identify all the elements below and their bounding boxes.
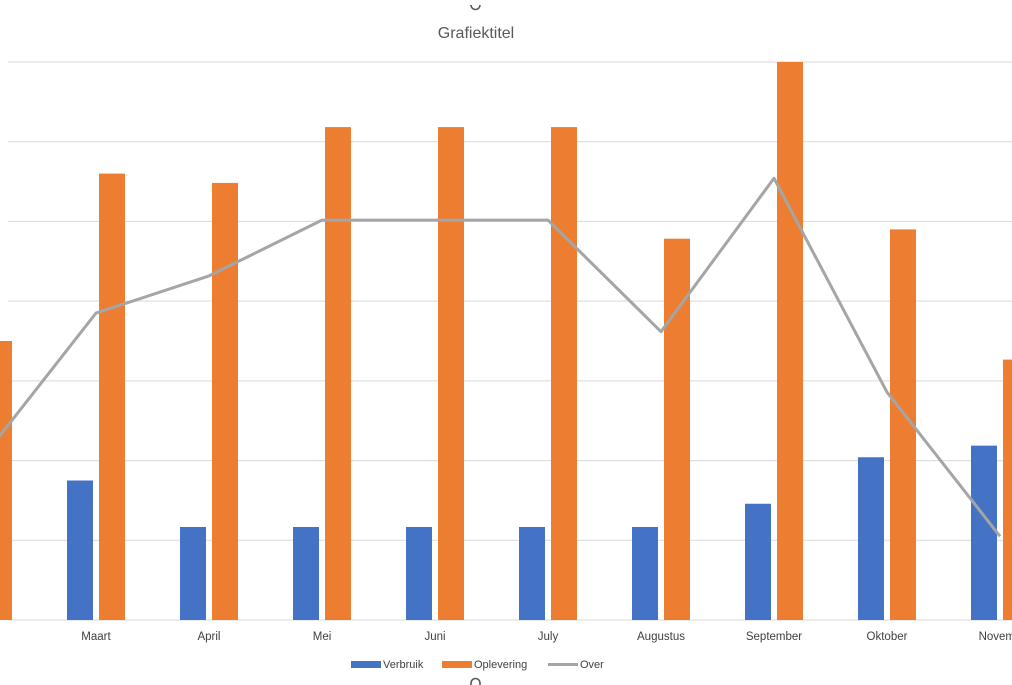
bar-oplevering-mei[interactable]	[325, 127, 351, 620]
bar-verbruik-juni[interactable]	[406, 527, 432, 620]
x-tick-label: Mei	[313, 631, 332, 643]
bar-oplevering-april[interactable]	[212, 182, 238, 620]
bar-oplevering-augustus[interactable]	[664, 238, 690, 620]
x-tick-label: April	[197, 631, 220, 643]
bar-oplevering-september[interactable]	[777, 62, 803, 620]
bar-verbruik-maart[interactable]	[67, 480, 93, 621]
bar-oplevering-maart[interactable]	[99, 173, 125, 620]
legend-label-oplevering: Oplevering	[474, 659, 527, 671]
chart-title: Grafiektitel	[438, 25, 514, 42]
legend-selection-handle[interactable]	[470, 677, 481, 685]
bar-oplevering-juni[interactable]	[438, 127, 464, 620]
line-over[interactable]	[0, 176, 1002, 538]
legend: Verbruik Oplevering Over	[351, 659, 604, 671]
legend-label-over: Over	[580, 659, 604, 671]
x-axis-tick-labels: Maart April Mei Juni July Augustus September Ok…	[81, 631, 1012, 643]
bar-oplevering-july[interactable]	[551, 127, 577, 620]
bar-verbruik-september[interactable]	[745, 503, 771, 620]
x-tick-label: Oktober	[867, 631, 908, 643]
x-tick-label: Novemb	[979, 631, 1012, 643]
legend-swatch-oplevering	[442, 661, 472, 668]
x-tick-label: September	[746, 631, 802, 643]
legend-swatch-verbruik	[351, 661, 381, 668]
bar-verbruik-augustus[interactable]	[632, 527, 658, 620]
bar-oplevering-novemb[interactable]	[1003, 359, 1012, 620]
title-selection-handle[interactable]	[470, 4, 481, 11]
bar-verbruik-novemb[interactable]	[971, 445, 997, 620]
x-tick-label: Augustus	[637, 631, 685, 643]
legend-label-verbruik: Verbruik	[383, 659, 424, 671]
bar-oplevering-start[interactable]	[0, 341, 12, 620]
series-lines	[0, 176, 1002, 538]
bar-verbruik-mei[interactable]	[293, 527, 319, 620]
x-tick-label: July	[538, 631, 559, 643]
bar-verbruik-april[interactable]	[180, 527, 206, 620]
x-tick-label: Maart	[81, 631, 111, 643]
bar-verbruik-july[interactable]	[519, 527, 545, 620]
x-tick-label: Juni	[424, 631, 445, 643]
bar-verbruik-oktober[interactable]	[858, 457, 884, 620]
